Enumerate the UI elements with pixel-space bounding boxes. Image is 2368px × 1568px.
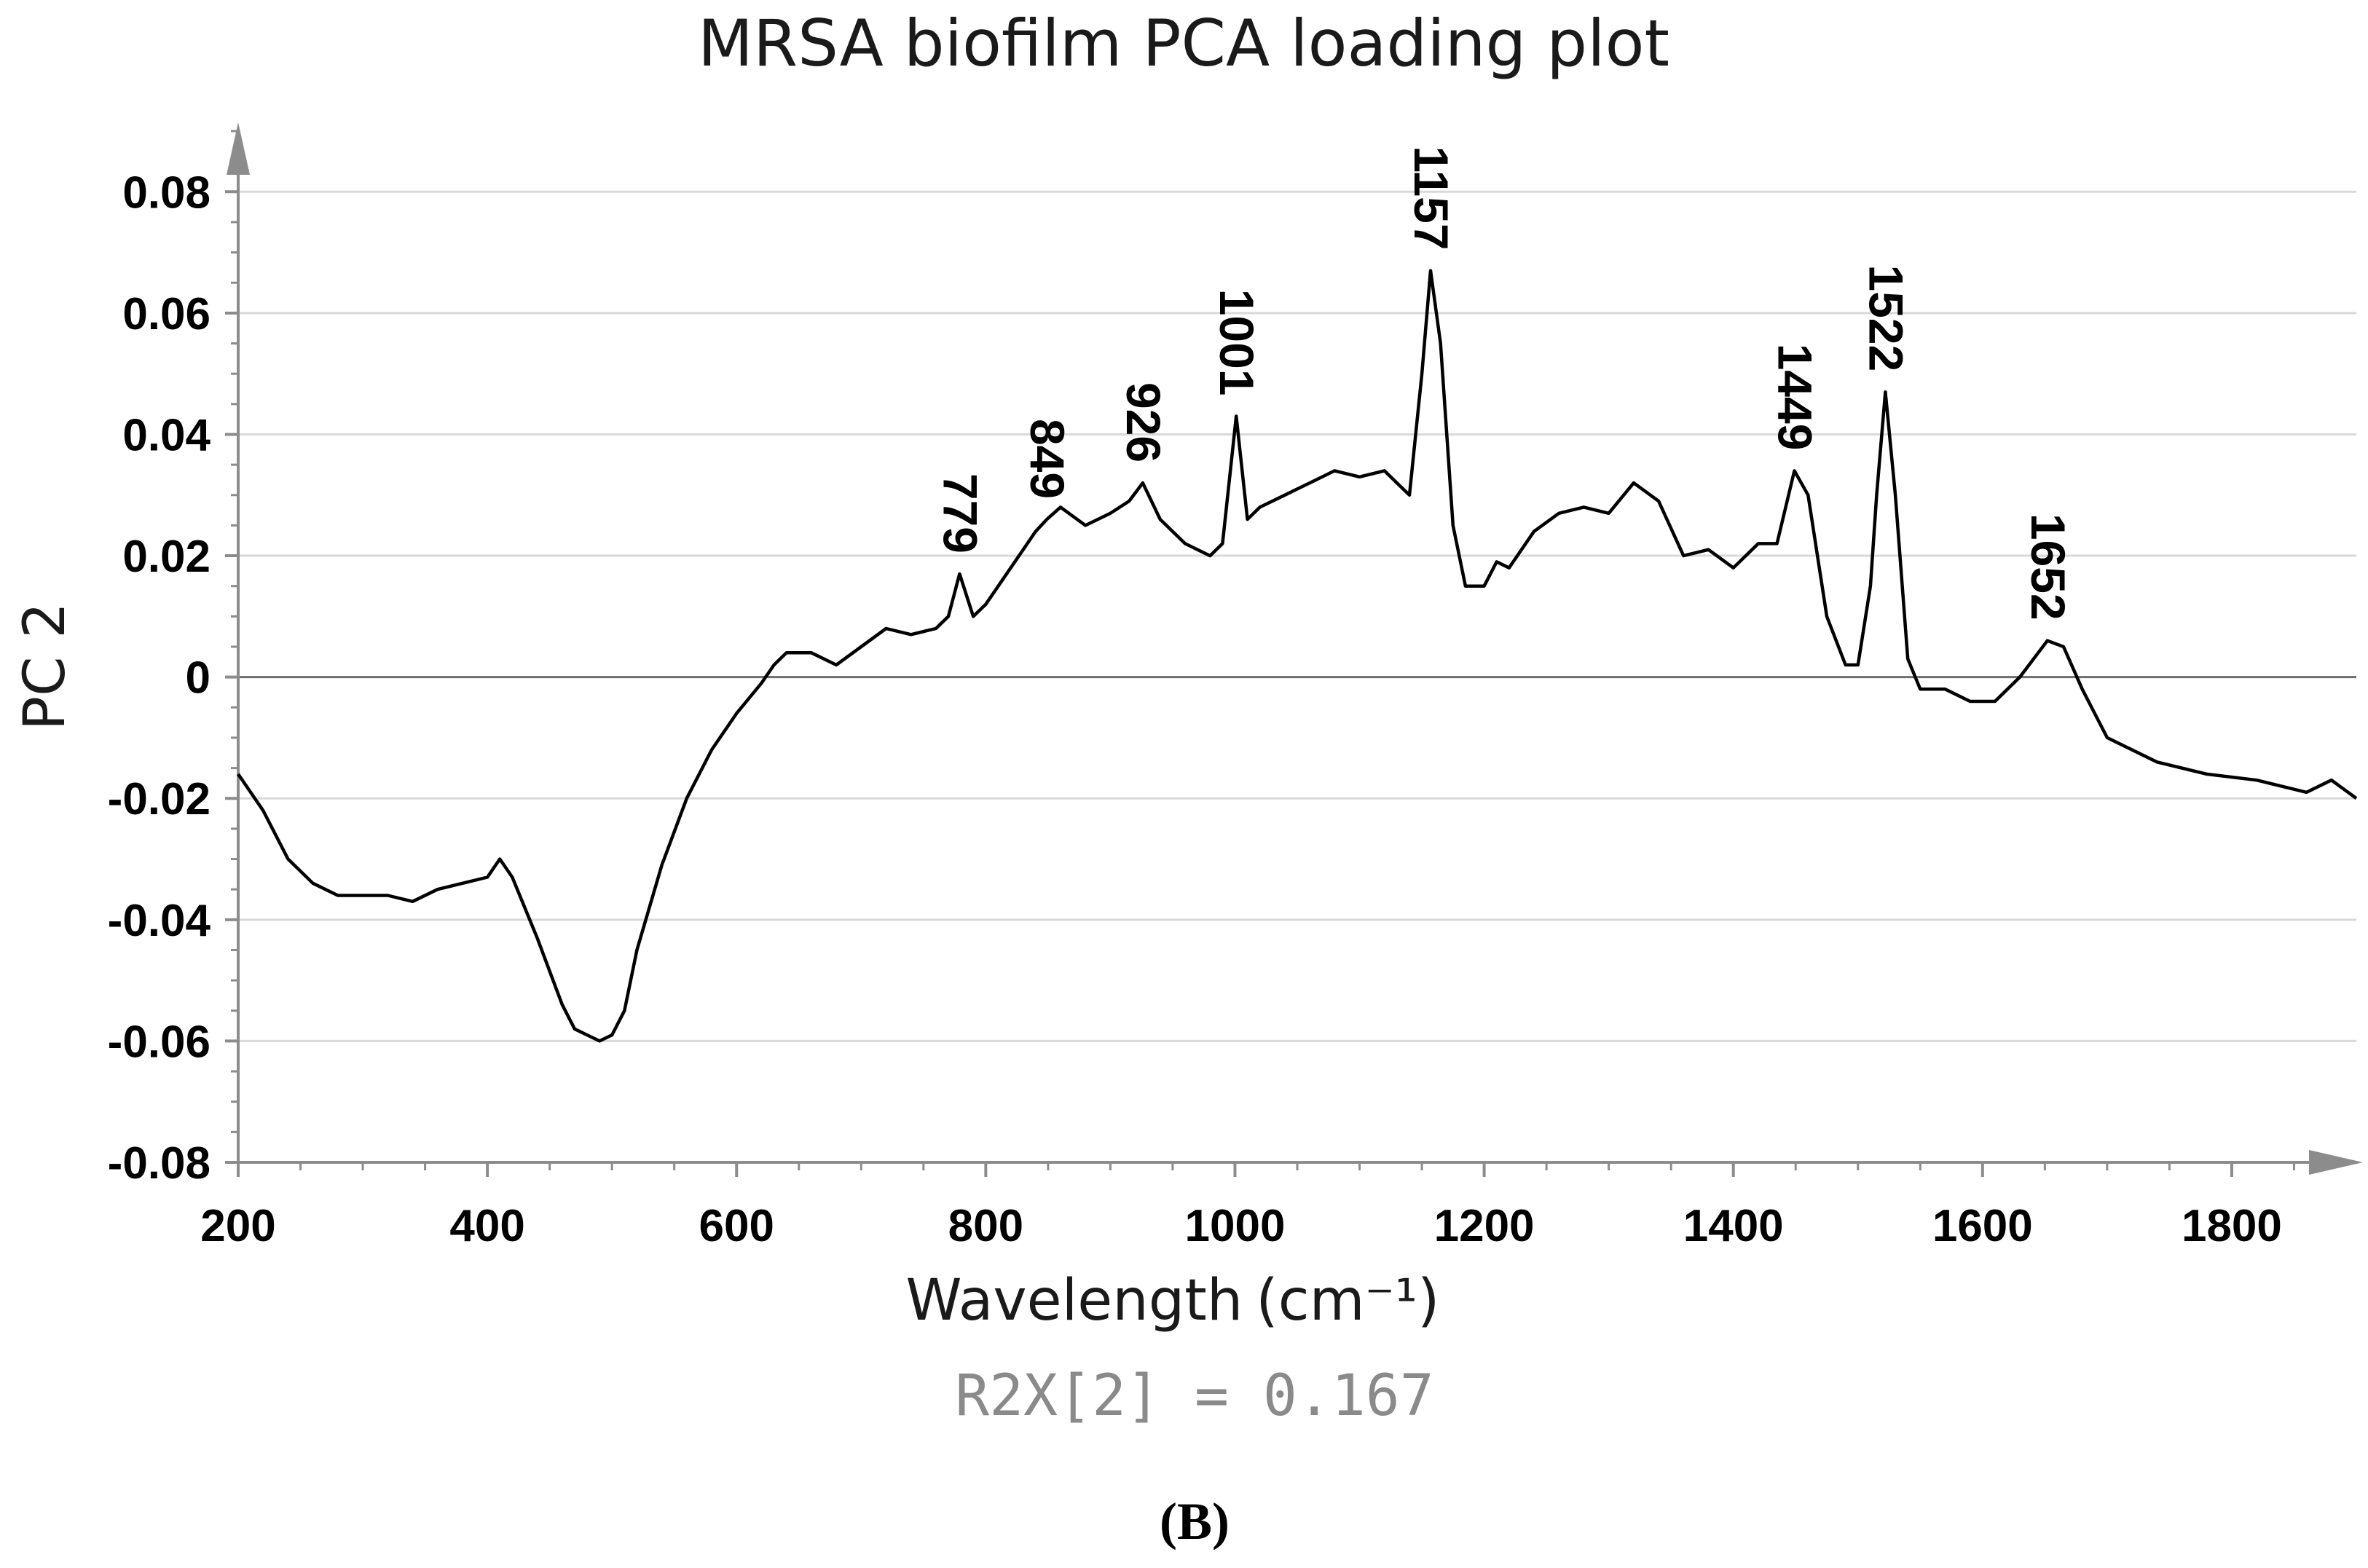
x-tick-label: 800: [948, 1201, 1023, 1251]
x-axis-unit: (cm⁻¹): [1256, 1268, 1439, 1333]
peak-label: 1449: [1769, 344, 1822, 451]
peak-label: 1001: [1210, 289, 1264, 396]
x-tick-label: 600: [699, 1201, 774, 1251]
panel-label: (B): [1160, 1492, 1230, 1551]
y-tick-label: -0.02: [108, 774, 211, 824]
peak-labels: 779 849 926 1001 1157 1449 1522 1652: [933, 146, 2074, 620]
x-axis-arrow: [2309, 1150, 2363, 1175]
y-tick-label: -0.04: [108, 896, 211, 946]
peak-label: 849: [1020, 419, 1074, 499]
y-tick-label: -0.06: [108, 1017, 211, 1067]
chart-title: MRSA biofilm PCA loading plot: [698, 6, 1669, 81]
x-axis-title-text: Wavelength: [906, 1268, 1243, 1333]
peak-label: 1652: [2021, 513, 2075, 620]
y-axis-ticks: -0.08 -0.06 -0.04 -0.02 0 0.02 0.04 0.06 0.08: [108, 130, 238, 1189]
x-tick-label: 1600: [1932, 1201, 2033, 1251]
grid-lines: [238, 190, 2356, 1042]
series-line: [237, 269, 2358, 1043]
peak-label: 779: [933, 473, 987, 553]
y-tick-label: 0: [186, 653, 211, 704]
x-tick-label: 1200: [1434, 1201, 1535, 1251]
series-group: [237, 269, 2358, 1043]
x-tick-label: 1000: [1185, 1201, 1286, 1251]
peak-label: 1522: [1859, 264, 1913, 371]
x-axis-title: Wavelength (cm⁻¹): [906, 1268, 1440, 1333]
y-tick-label: 0.08: [122, 168, 211, 218]
y-tick-label: 0.04: [122, 410, 211, 460]
y-tick-label: 0.06: [122, 289, 211, 339]
x-tick-label: 400: [449, 1201, 524, 1251]
x-tick-label: 1400: [1683, 1201, 1784, 1251]
r2x-annotation: R2X[2] = 0.167: [955, 1363, 1433, 1429]
x-tick-label: 200: [200, 1201, 275, 1251]
peak-label: 926: [1117, 382, 1171, 462]
y-axis-title: PC 2: [12, 602, 78, 730]
x-tick-label: 1800: [2182, 1201, 2282, 1251]
y-tick-label: 0.02: [122, 532, 211, 582]
peak-label: 1157: [1404, 146, 1458, 250]
y-tick-label: -0.08: [108, 1138, 211, 1189]
x-axis-ticks: 200 400 600 800 1000 1200 1400 1600 1800: [200, 1162, 2295, 1251]
